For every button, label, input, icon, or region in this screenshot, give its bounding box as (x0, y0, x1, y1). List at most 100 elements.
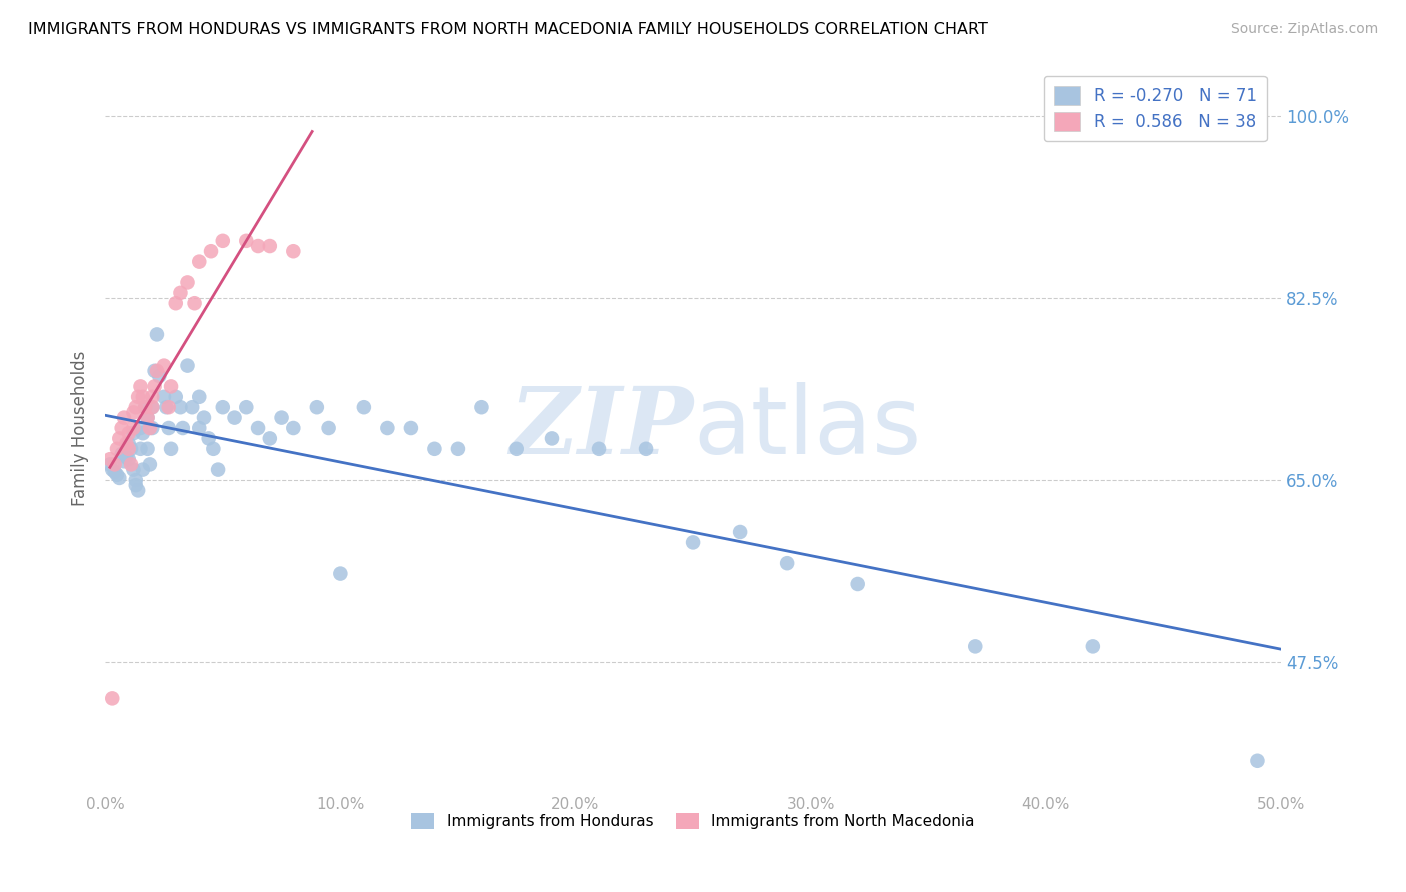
Point (122, 462, 145, 476)
Point (588, 442, 610, 456)
Point (136, 410, 159, 425)
Point (111, 421, 134, 435)
Point (318, 421, 340, 435)
Point (132, 390, 155, 404)
Point (118, 452, 141, 467)
Text: atlas: atlas (693, 382, 921, 474)
Point (283, 421, 305, 435)
Point (129, 379, 152, 393)
Point (329, 566, 352, 581)
Point (139, 421, 162, 435)
Point (211, 401, 233, 415)
Point (118, 426, 141, 441)
Point (129, 421, 152, 435)
Point (183, 296, 205, 310)
Point (122, 421, 145, 435)
Point (176, 276, 198, 290)
Point (141, 401, 163, 415)
Point (224, 410, 246, 425)
Point (148, 369, 170, 384)
Point (728, 524, 751, 539)
Point (207, 462, 229, 476)
Point (101, 462, 124, 476)
Point (134, 401, 156, 415)
Point (165, 390, 187, 404)
Point (115, 450, 138, 464)
Point (235, 234, 257, 248)
Point (153, 359, 176, 373)
Point (169, 401, 191, 415)
Point (176, 359, 198, 373)
Point (136, 442, 159, 456)
Point (305, 401, 328, 415)
Point (193, 410, 215, 425)
Point (169, 285, 191, 300)
Text: Source: ZipAtlas.com: Source: ZipAtlas.com (1230, 22, 1378, 37)
Point (247, 239, 270, 253)
Point (157, 401, 180, 415)
Point (141, 421, 163, 435)
Point (127, 483, 149, 498)
Point (132, 426, 155, 441)
Point (259, 239, 281, 253)
Point (353, 401, 375, 415)
Point (115, 436, 138, 450)
Point (682, 535, 704, 549)
Point (139, 458, 162, 472)
Point (188, 390, 211, 404)
Point (153, 390, 176, 404)
Point (108, 471, 131, 485)
Point (127, 390, 149, 404)
Point (776, 556, 799, 570)
Point (155, 401, 177, 415)
Point (129, 442, 152, 456)
Point (125, 473, 148, 487)
Point (112, 454, 135, 468)
Point (143, 379, 166, 393)
Point (541, 431, 564, 445)
Point (283, 244, 305, 259)
Point (132, 462, 155, 476)
Point (125, 478, 148, 492)
Point (247, 421, 270, 435)
Point (104, 465, 127, 479)
Point (125, 401, 148, 415)
Point (136, 410, 159, 425)
Point (399, 421, 422, 435)
Point (160, 442, 183, 456)
Point (634, 442, 657, 456)
Text: ZIP: ZIP (509, 383, 693, 473)
Point (202, 442, 225, 456)
Point (98, 452, 121, 467)
Point (118, 436, 141, 450)
Point (270, 410, 292, 425)
Point (200, 244, 222, 259)
Point (470, 401, 492, 415)
Point (98, 458, 121, 472)
Point (165, 296, 187, 310)
Point (235, 401, 257, 415)
Point (447, 442, 470, 456)
Point (111, 447, 134, 461)
Point (105, 442, 128, 456)
Point (105, 467, 128, 482)
Point (211, 234, 233, 248)
Point (181, 401, 204, 415)
Point (846, 577, 869, 591)
Point (118, 442, 141, 456)
Point (197, 431, 219, 445)
Point (120, 458, 142, 472)
Point (506, 442, 529, 456)
Point (160, 379, 183, 393)
Point (1081, 640, 1104, 654)
Text: IMMIGRANTS FROM HONDURAS VS IMMIGRANTS FROM NORTH MACEDONIA FAMILY HOUSEHOLDS CO: IMMIGRANTS FROM HONDURAS VS IMMIGRANTS F… (28, 22, 988, 37)
Point (143, 364, 166, 378)
Point (188, 421, 211, 435)
Point (157, 421, 180, 435)
Point (188, 254, 211, 268)
Point (108, 431, 131, 445)
Point (377, 421, 399, 435)
Point (965, 640, 987, 654)
Point (1246, 754, 1268, 768)
Point (172, 421, 194, 435)
